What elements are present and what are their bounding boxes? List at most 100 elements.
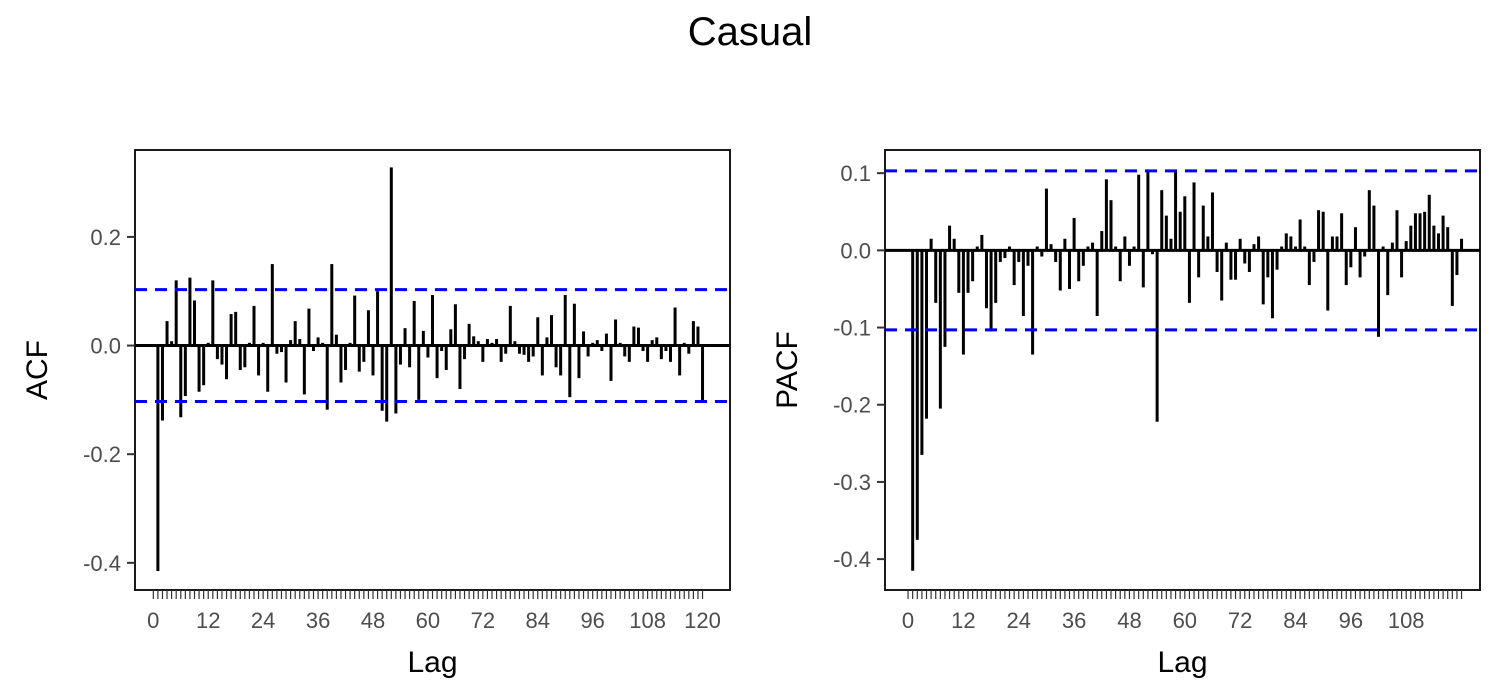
- bar-lag-93: [577, 345, 581, 379]
- bar-lag-38: [1081, 250, 1085, 266]
- bar-lag-119: [696, 326, 700, 346]
- bar-lag-63: [1197, 250, 1201, 278]
- bar-lag-21: [1003, 250, 1007, 259]
- bar-lag-78: [508, 305, 512, 346]
- bar-lag-69: [1224, 242, 1228, 251]
- bar-lag-109: [650, 340, 654, 346]
- x-tick-label: 48: [1117, 608, 1141, 633]
- bar-lag-84: [1294, 246, 1298, 251]
- bar-lag-12: [961, 250, 965, 355]
- bar-lag-46: [362, 345, 366, 362]
- y-tick-label: -0.2: [83, 442, 121, 467]
- bar-lag-32: [1054, 250, 1058, 262]
- bar-lag-116: [1441, 215, 1445, 251]
- bar-lag-54: [1155, 250, 1159, 422]
- bar-lag-4: [170, 341, 174, 346]
- bar-lag-119: [1455, 250, 1459, 276]
- bar-lag-117: [1446, 227, 1450, 251]
- bar-lag-45: [357, 345, 361, 372]
- bar-lag-113: [1427, 194, 1431, 251]
- bar-lag-59: [421, 330, 425, 346]
- bar-lag-16: [980, 234, 984, 251]
- bar-lag-75: [1252, 244, 1256, 251]
- bar-lag-29: [1040, 250, 1044, 257]
- bar-lag-62: [435, 345, 439, 379]
- bar-lag-120: [701, 345, 705, 403]
- bar-lag-108: [646, 345, 650, 362]
- bar-lag-94: [1340, 213, 1344, 251]
- bar-lag-22: [1008, 246, 1012, 251]
- bar-lag-16: [225, 345, 229, 380]
- bar-lag-70: [1229, 250, 1233, 280]
- bar-lag-25: [1021, 250, 1025, 316]
- bar-lag-99: [604, 333, 608, 346]
- bar-lag-82: [527, 345, 531, 362]
- bar-lag-93: [1335, 236, 1339, 251]
- bar-lag-4: [925, 250, 929, 419]
- bar-lag-5: [929, 238, 933, 251]
- bar-lag-52: [389, 167, 393, 346]
- bar-lag-91: [1326, 250, 1330, 311]
- bar-lag-100: [1367, 190, 1371, 251]
- bar-lag-81: [522, 345, 526, 355]
- x-tick-label: 96: [1339, 608, 1363, 633]
- bar-lag-105: [1390, 242, 1394, 251]
- bar-lag-112: [664, 345, 668, 351]
- bar-lag-72: [1238, 238, 1242, 251]
- bar-lag-84: [536, 317, 540, 346]
- bar-lag-27: [275, 345, 279, 354]
- bar-lag-83: [531, 345, 535, 357]
- bar-lag-66: [1210, 192, 1214, 251]
- y-tick-label: -0.4: [833, 547, 871, 572]
- y-tick-label: -0.3: [833, 470, 871, 495]
- bar-lag-8: [943, 250, 947, 347]
- x-axis-title: Lag: [1157, 646, 1207, 679]
- bar-lag-55: [403, 328, 407, 346]
- bar-lag-79: [513, 341, 517, 346]
- bar-lag-65: [449, 329, 453, 346]
- lag-minor-ticks: [907, 590, 1463, 599]
- bar-lag-107: [1400, 250, 1404, 278]
- bar-lag-78: [1266, 250, 1270, 278]
- x-axis-title: Lag: [407, 646, 457, 679]
- y-axis-title: PACF: [771, 331, 804, 409]
- bar-lag-71: [476, 341, 480, 346]
- bar-lag-27: [1031, 250, 1035, 355]
- lag-minor-ticks: [152, 590, 704, 599]
- x-tick-label: 84: [1283, 608, 1307, 633]
- bar-lag-118: [1450, 250, 1454, 306]
- bar-lag-10: [952, 238, 956, 251]
- bar-lag-108: [1404, 241, 1408, 251]
- bar-lag-102: [1377, 250, 1381, 337]
- bar-lag-110: [1413, 213, 1417, 251]
- bar-lag-26: [270, 264, 274, 346]
- bar-lag-39: [330, 264, 334, 346]
- y-tick-label: 0.2: [90, 225, 121, 250]
- bar-lag-97: [595, 340, 599, 346]
- bar-lag-81: [1280, 246, 1284, 251]
- bar-lag-85: [1298, 219, 1302, 251]
- bar-lag-110: [655, 337, 659, 346]
- bar-lag-117: [687, 345, 691, 354]
- bar-lag-45: [1114, 246, 1118, 251]
- x-tick-label: 96: [580, 608, 604, 633]
- bar-lag-51: [385, 345, 389, 422]
- bar-lag-3: [920, 250, 924, 455]
- x-tick-label: 36: [306, 608, 330, 633]
- bar-lag-98: [600, 345, 604, 351]
- bar-lag-2: [915, 250, 919, 540]
- bar-lag-68: [1220, 250, 1224, 301]
- bar-lag-36: [316, 337, 320, 346]
- acf-panel: 0 12 24 36 48 60 72 84 96 108 120 0.2 0.0 -0.2 -0.4 Lag…: [21, 149, 731, 679]
- bar-lag-97: [1353, 227, 1357, 251]
- bar-lag-31: [293, 321, 297, 346]
- bar-lag-30: [289, 340, 293, 346]
- bar-lag-40: [1091, 242, 1095, 251]
- x-tick-label: 12: [196, 608, 220, 633]
- bar-lag-57: [412, 301, 416, 346]
- bar-lag-3: [165, 321, 169, 346]
- bar-lag-66: [453, 304, 457, 346]
- bar-lag-11: [202, 345, 206, 386]
- bar-lag-50: [1137, 174, 1141, 251]
- bar-lag-34: [307, 308, 311, 346]
